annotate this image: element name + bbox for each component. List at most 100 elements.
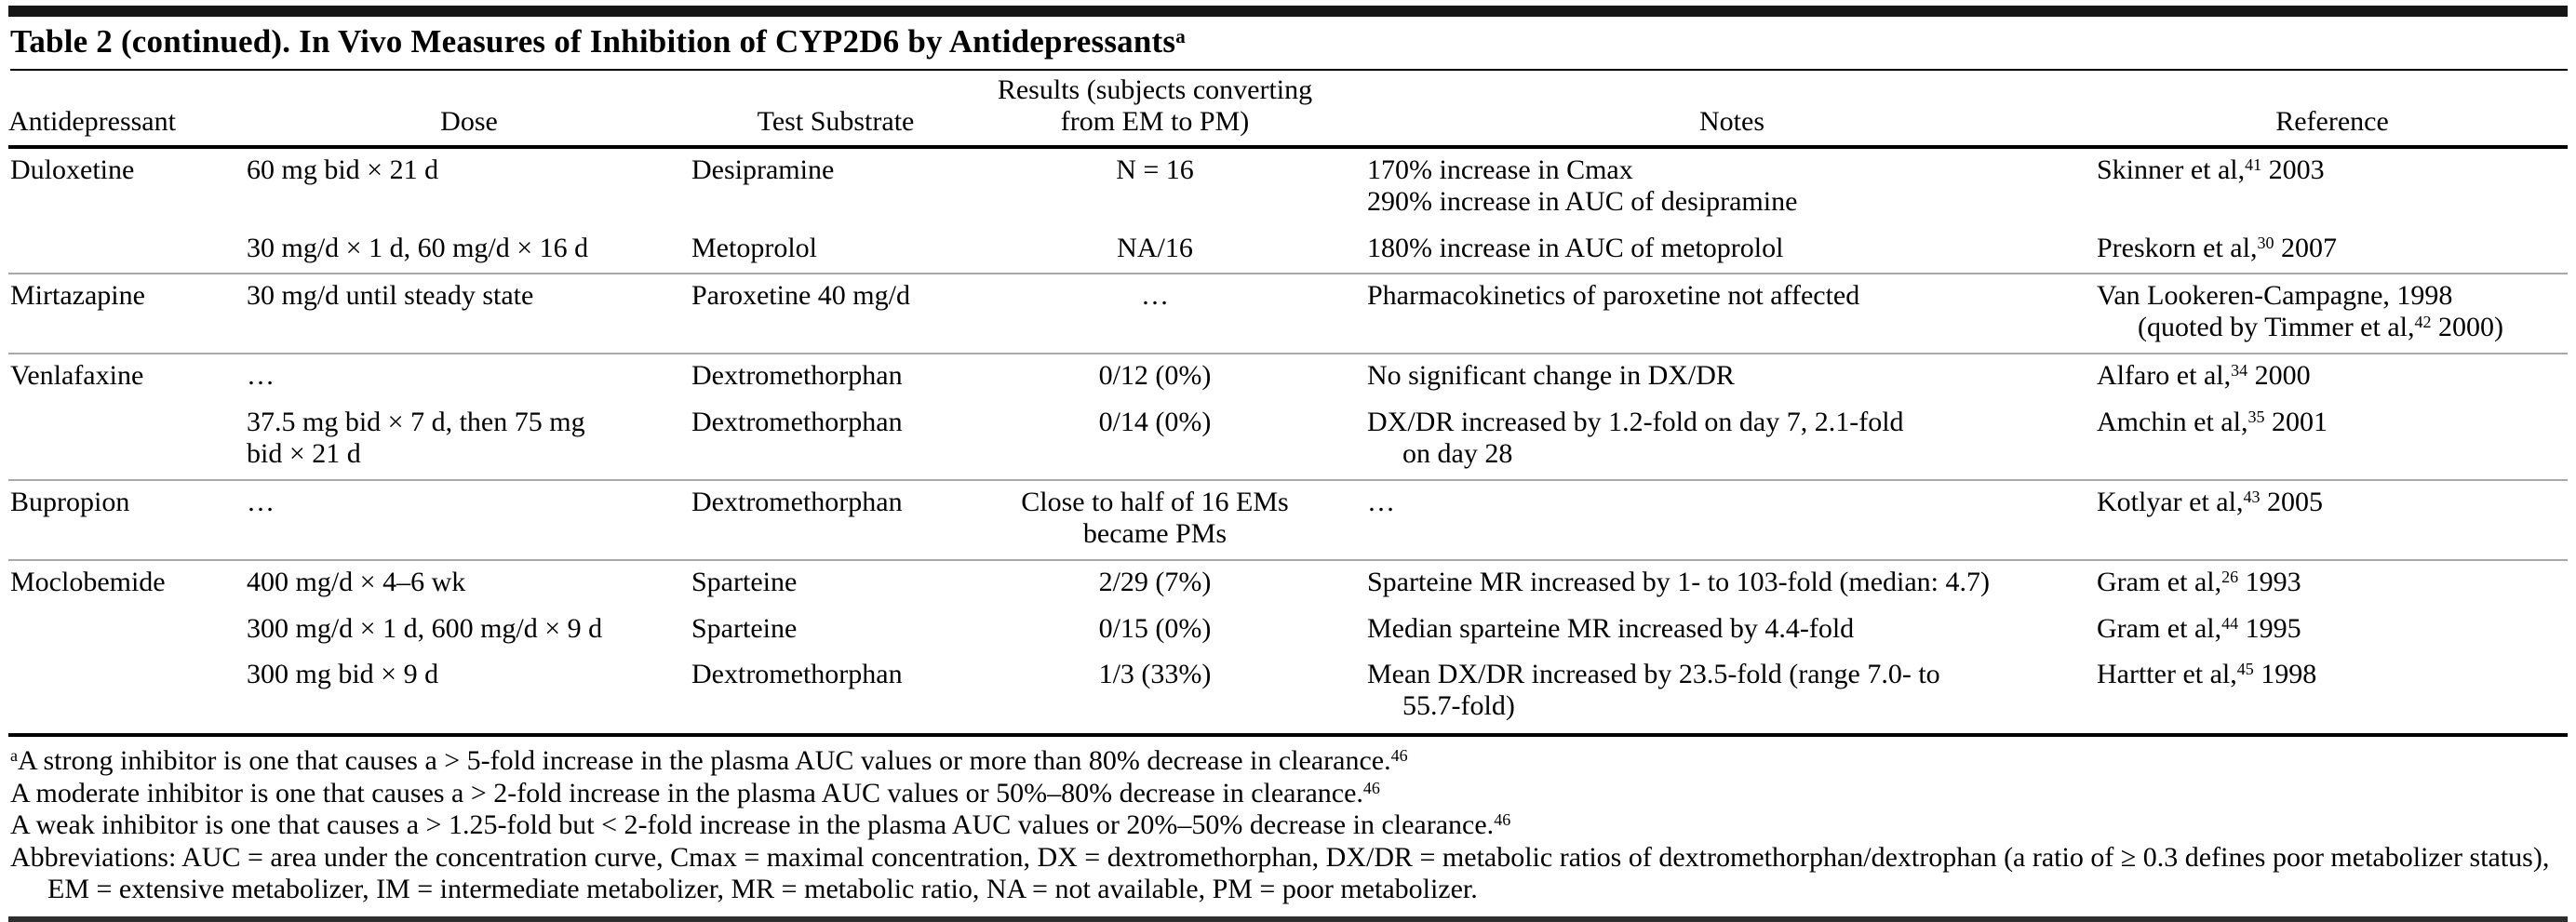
test-substrate: Dextromethorphan <box>691 407 903 438</box>
antidepressant-name: Mirtazapine <box>10 280 145 312</box>
test-substrate: Metoprolol <box>691 232 817 263</box>
reference-citation: Kotlyar et al,43 2005 <box>2097 486 2323 517</box>
header-row: Antidepressant Dose Test Substrate Results … <box>8 71 2568 147</box>
superscript: 41 <box>2245 154 2262 174</box>
superscript: a <box>1175 24 1186 47</box>
reference-continuation: (quoted by Timmer et al,42 2000) <box>2138 312 2503 343</box>
results-value: 0/15 (0%) <box>1098 612 1212 644</box>
note-continuation: 55.7-fold) <box>1402 690 1515 722</box>
drug-group: Bupropion … Dextromethorphan Close to half … <box>8 479 2568 560</box>
data-table: Antidepressant Dose Test Substrate Results … <box>8 71 2568 731</box>
note-line: 170% increase in Cmax <box>1367 154 1633 185</box>
results-value: 0/14 (0%) <box>1098 407 1212 438</box>
note-continuation: on day 28 <box>1402 438 1513 470</box>
dose-cell: 300 mg/d × 1 d, 600 mg/d × 9 d <box>247 608 691 654</box>
antidepressant-name: Duloxetine <box>10 154 135 185</box>
dose-line: … <box>247 360 275 392</box>
superscript: 35 <box>2247 408 2265 427</box>
test-substrate: Paroxetine 40 mg/d <box>691 280 910 312</box>
column-header-reference: Reference <box>2275 105 2389 137</box>
notes-cell: … <box>1352 480 2097 560</box>
reference-citation: Gram et al,44 1995 <box>2097 612 2301 644</box>
top-rule <box>8 6 2568 17</box>
superscript: 34 <box>2231 361 2248 381</box>
note-line: Sparteine MR increased by 1- to 103-fold… <box>1367 566 1990 597</box>
notes-cell: No significant change in DX/DR <box>1352 354 2097 401</box>
column-header-results: Results (subjects converting from EM to … <box>997 74 1313 137</box>
notes-cell: 180% increase in AUC of metoprolol <box>1352 227 2097 274</box>
table-row: Moclobemide 400 mg/d × 4–6 wk Sparteine 2/2… <box>8 560 2568 608</box>
reference-citation: Alfaro et al,34 2000 <box>2097 360 2311 392</box>
bottom-rule <box>8 915 2568 922</box>
dose-cell: 400 mg/d × 4–6 wk <box>247 560 691 608</box>
antidepressant-name: Bupropion <box>10 486 130 517</box>
results-value: N = 16 <box>1116 154 1194 185</box>
reference-citation: Preskorn et al,30 2007 <box>2097 232 2337 263</box>
results-value: NA/16 <box>1117 232 1193 263</box>
superscript: 30 <box>2257 233 2274 252</box>
note-line: 290% increase in AUC of desipramine <box>1367 185 1798 217</box>
reference-cell: Alfaro et al,34 2000 <box>2097 354 2568 401</box>
footnote: A moderate inhibitor is one that causes … <box>10 777 1380 808</box>
table-row: Mirtazapine 30 mg/d until steady state Par… <box>8 274 2568 354</box>
column-header-test: Test Substrate <box>757 105 915 137</box>
column-header-notes: Notes <box>1699 105 1764 137</box>
drug-group: Moclobemide 400 mg/d × 4–6 wk Sparteine 2/2… <box>8 559 2568 732</box>
superscript: 44 <box>2221 613 2239 633</box>
footnote: A weak inhibitor is one that causes a > … <box>10 809 1511 841</box>
reference-cell: Van Lookeren-Campagne, 1998 (quoted by Ti… <box>2097 274 2568 354</box>
notes-cell: Mean DX/DR increased by 23.5-fold (range… <box>1352 653 2097 731</box>
drug-group: Duloxetine 60 mg bid × 21 d Desipramine N =… <box>8 147 2568 274</box>
superscript: 26 <box>2221 567 2239 586</box>
results-value: … <box>1141 280 1169 312</box>
results-value: 0/12 (0%) <box>1098 360 1212 392</box>
footnote: Abbreviations: AUC = area under the conc… <box>10 841 2550 905</box>
table-row: 30 mg/d × 1 d, 60 mg/d × 16 d Metoprolol N… <box>8 227 2568 274</box>
note-line: … <box>1367 486 1395 517</box>
table-title: Table 2 (continued). In Vivo Measures of… <box>10 23 2568 71</box>
antidepressant-name <box>8 653 247 731</box>
results-value: Close to half of 16 EMs became PMs <box>1021 486 1289 549</box>
dose-line: 300 mg/d × 1 d, 600 mg/d × 9 d <box>247 612 603 644</box>
superscript: 46 <box>1390 746 1408 766</box>
column-header-antidepressant: Antidepressant <box>8 105 176 137</box>
test-substrate: Sparteine <box>691 566 798 597</box>
drug-group: Venlafaxine … Dextromethorphan 0/12 (0%) No … <box>8 354 2568 480</box>
dose-cell: … <box>247 354 691 401</box>
dose-line: 400 mg/d × 4–6 wk <box>247 566 466 597</box>
column-header-dose: Dose <box>440 105 498 137</box>
note-line: 180% increase in AUC of metoprolol <box>1367 232 1784 263</box>
antidepressant-name <box>8 227 247 274</box>
dose-line: 37.5 mg bid × 7 d, then 75 mg <box>247 407 585 438</box>
reference-citation: Gram et al,26 1993 <box>2097 566 2301 597</box>
dose-cell: 300 mg bid × 9 d <box>247 653 691 731</box>
notes-cell: DX/DR increased by 1.2-fold on day 7, 2.… <box>1352 401 2097 480</box>
antidepressant-name: Moclobemide <box>10 566 166 597</box>
table-row: 300 mg bid × 9 d Dextromethorphan 1/3 (33%… <box>8 653 2568 731</box>
table-row: Venlafaxine … Dextromethorphan 0/12 (0%) No … <box>8 354 2568 401</box>
reference-citation: Van Lookeren-Campagne, 1998 <box>2097 280 2453 312</box>
antidepressant-name <box>8 608 247 654</box>
note-line: Median sparteine MR increased by 4.4-fol… <box>1367 612 1855 644</box>
footnote: aA strong inhibitor is one that causes a… <box>10 745 1408 777</box>
reference-cell: Gram et al,44 1995 <box>2097 608 2568 654</box>
results-value: 1/3 (33%) <box>1098 659 1212 690</box>
dose-line: 60 mg bid × 21 d <box>247 154 439 185</box>
superscript: a <box>10 746 18 766</box>
superscript: 42 <box>2414 313 2432 332</box>
reference-cell: Hartter et al,45 1998 <box>2097 653 2568 731</box>
footnotes-section: aA strong inhibitor is one that causes a… <box>8 733 2568 906</box>
dose-cell: 60 mg bid × 21 d <box>247 147 691 227</box>
antidepressant-name <box>8 401 247 480</box>
note-line: Mean DX/DR increased by 23.5-fold (range… <box>1367 659 1940 690</box>
dose-cell: 30 mg/d until steady state <box>247 274 691 354</box>
note-line: Pharmacokinetics of paroxetine not affec… <box>1367 280 1860 312</box>
reference-cell: Kotlyar et al,43 2005 <box>2097 480 2568 560</box>
test-substrate: Dextromethorphan <box>691 659 903 690</box>
reference-cell: Amchin et al,35 2001 <box>2097 401 2568 480</box>
dose-line: … <box>247 486 275 517</box>
reference-citation: Amchin et al,35 2001 <box>2097 407 2328 438</box>
dose-cell: … <box>247 480 691 560</box>
superscript: 46 <box>1494 810 1511 830</box>
